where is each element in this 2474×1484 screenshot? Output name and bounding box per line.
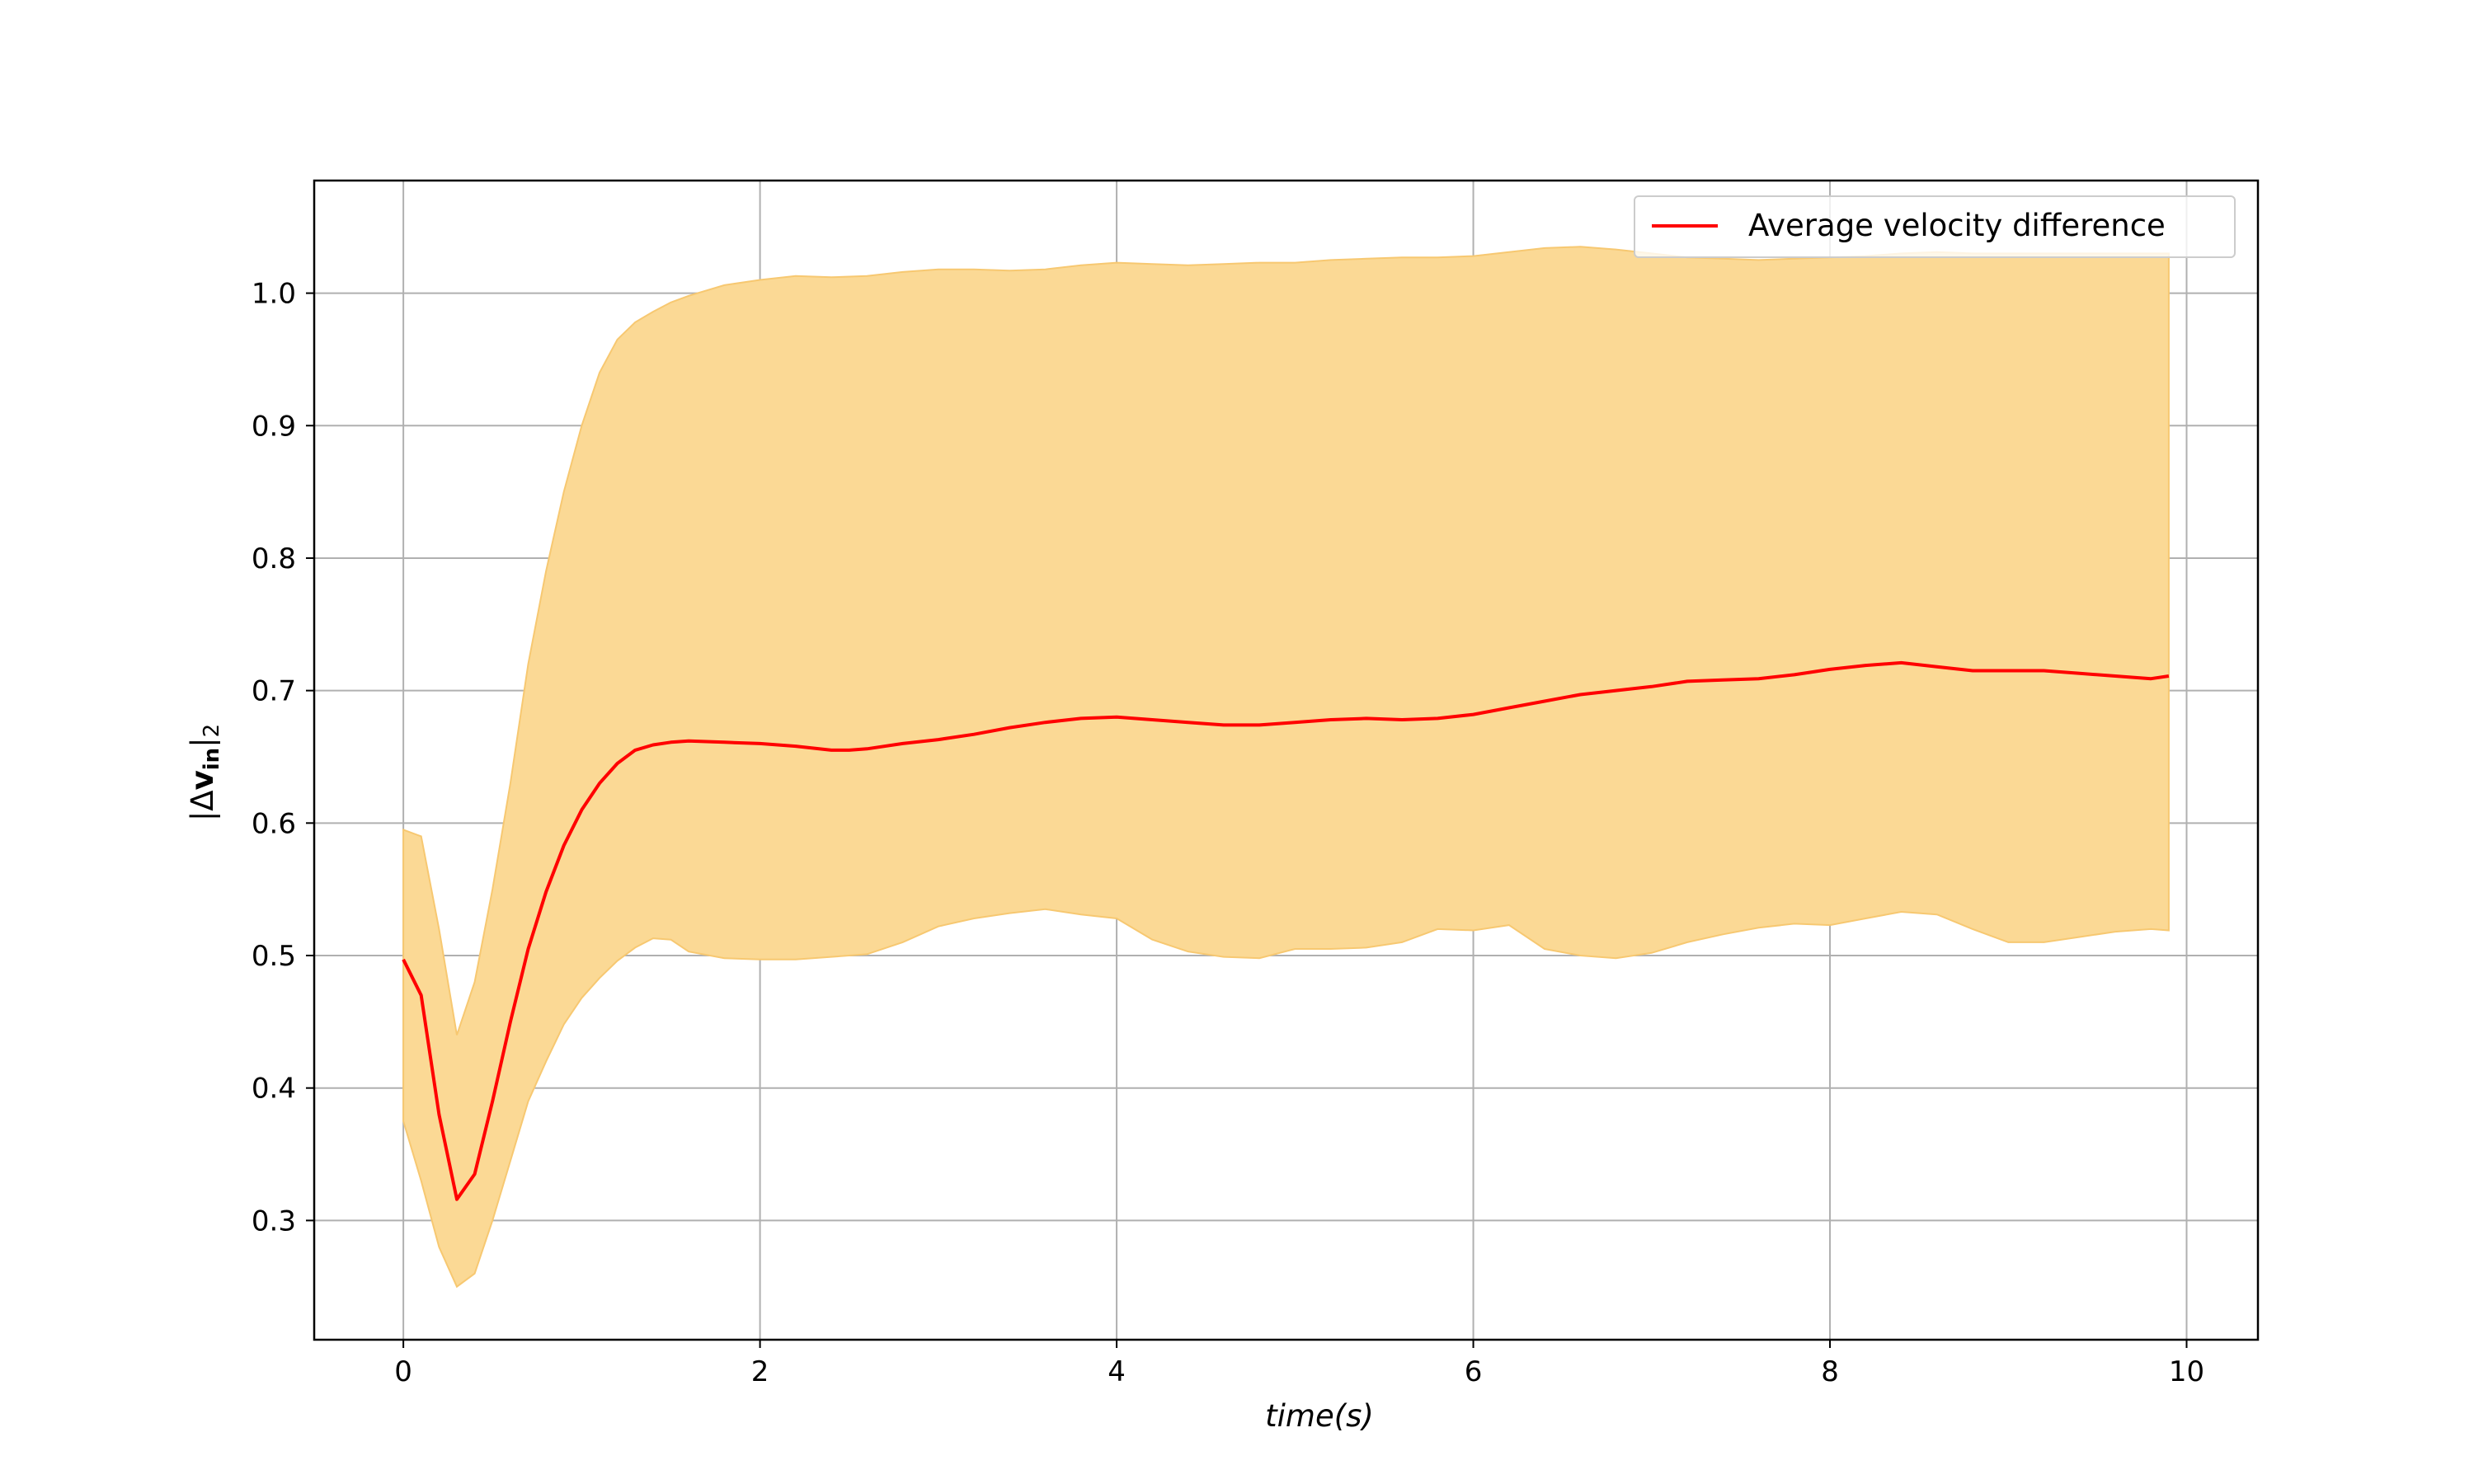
y-tick-label: 0.7 [252, 675, 296, 708]
y-tick-label: 0.8 [252, 542, 296, 575]
x-tick-label: 4 [1108, 1355, 1126, 1388]
y-axis-label: |Δvin|2 [185, 724, 224, 821]
series-line-average-velocity-difference [402, 660, 2170, 1201]
y-axis-label-close: | [185, 737, 220, 747]
x-tick-label: 10 [2169, 1355, 2204, 1388]
y-axis-label-subclose: 2 [200, 724, 224, 738]
y-axis-label-open: |Δ [185, 790, 220, 821]
y-tick-label: 0.5 [252, 940, 296, 973]
y-tick-label: 0.4 [252, 1073, 296, 1106]
y-tick-label: 0.3 [252, 1205, 296, 1237]
x-tick-label: 8 [1821, 1355, 1839, 1388]
y-tick-label: 0.9 [252, 410, 296, 443]
x-axis-ticks: 0 2 4 6 8 10 [394, 1340, 2204, 1388]
y-tick-label: 0.6 [252, 807, 296, 840]
y-tick-label: 1.0 [252, 278, 296, 311]
y-axis-label-sub: in [200, 748, 224, 770]
legend: Average velocity difference [1634, 195, 2236, 258]
legend-entry-label: Average velocity difference [1748, 208, 2166, 243]
x-tick-label: 6 [1465, 1355, 1483, 1388]
x-axis-label: time(s) [1265, 1398, 1374, 1434]
y-axis-ticks: 0.3 0.4 0.5 0.6 0.7 0.8 0.9 1.0 [252, 278, 314, 1237]
confidence-band [402, 246, 2170, 1289]
legend-box [1634, 195, 2236, 258]
y-axis-label-main: v [185, 770, 220, 790]
x-tick-label: 2 [751, 1355, 769, 1388]
x-tick-label: 0 [394, 1355, 412, 1388]
plot-frame [313, 179, 2260, 1341]
